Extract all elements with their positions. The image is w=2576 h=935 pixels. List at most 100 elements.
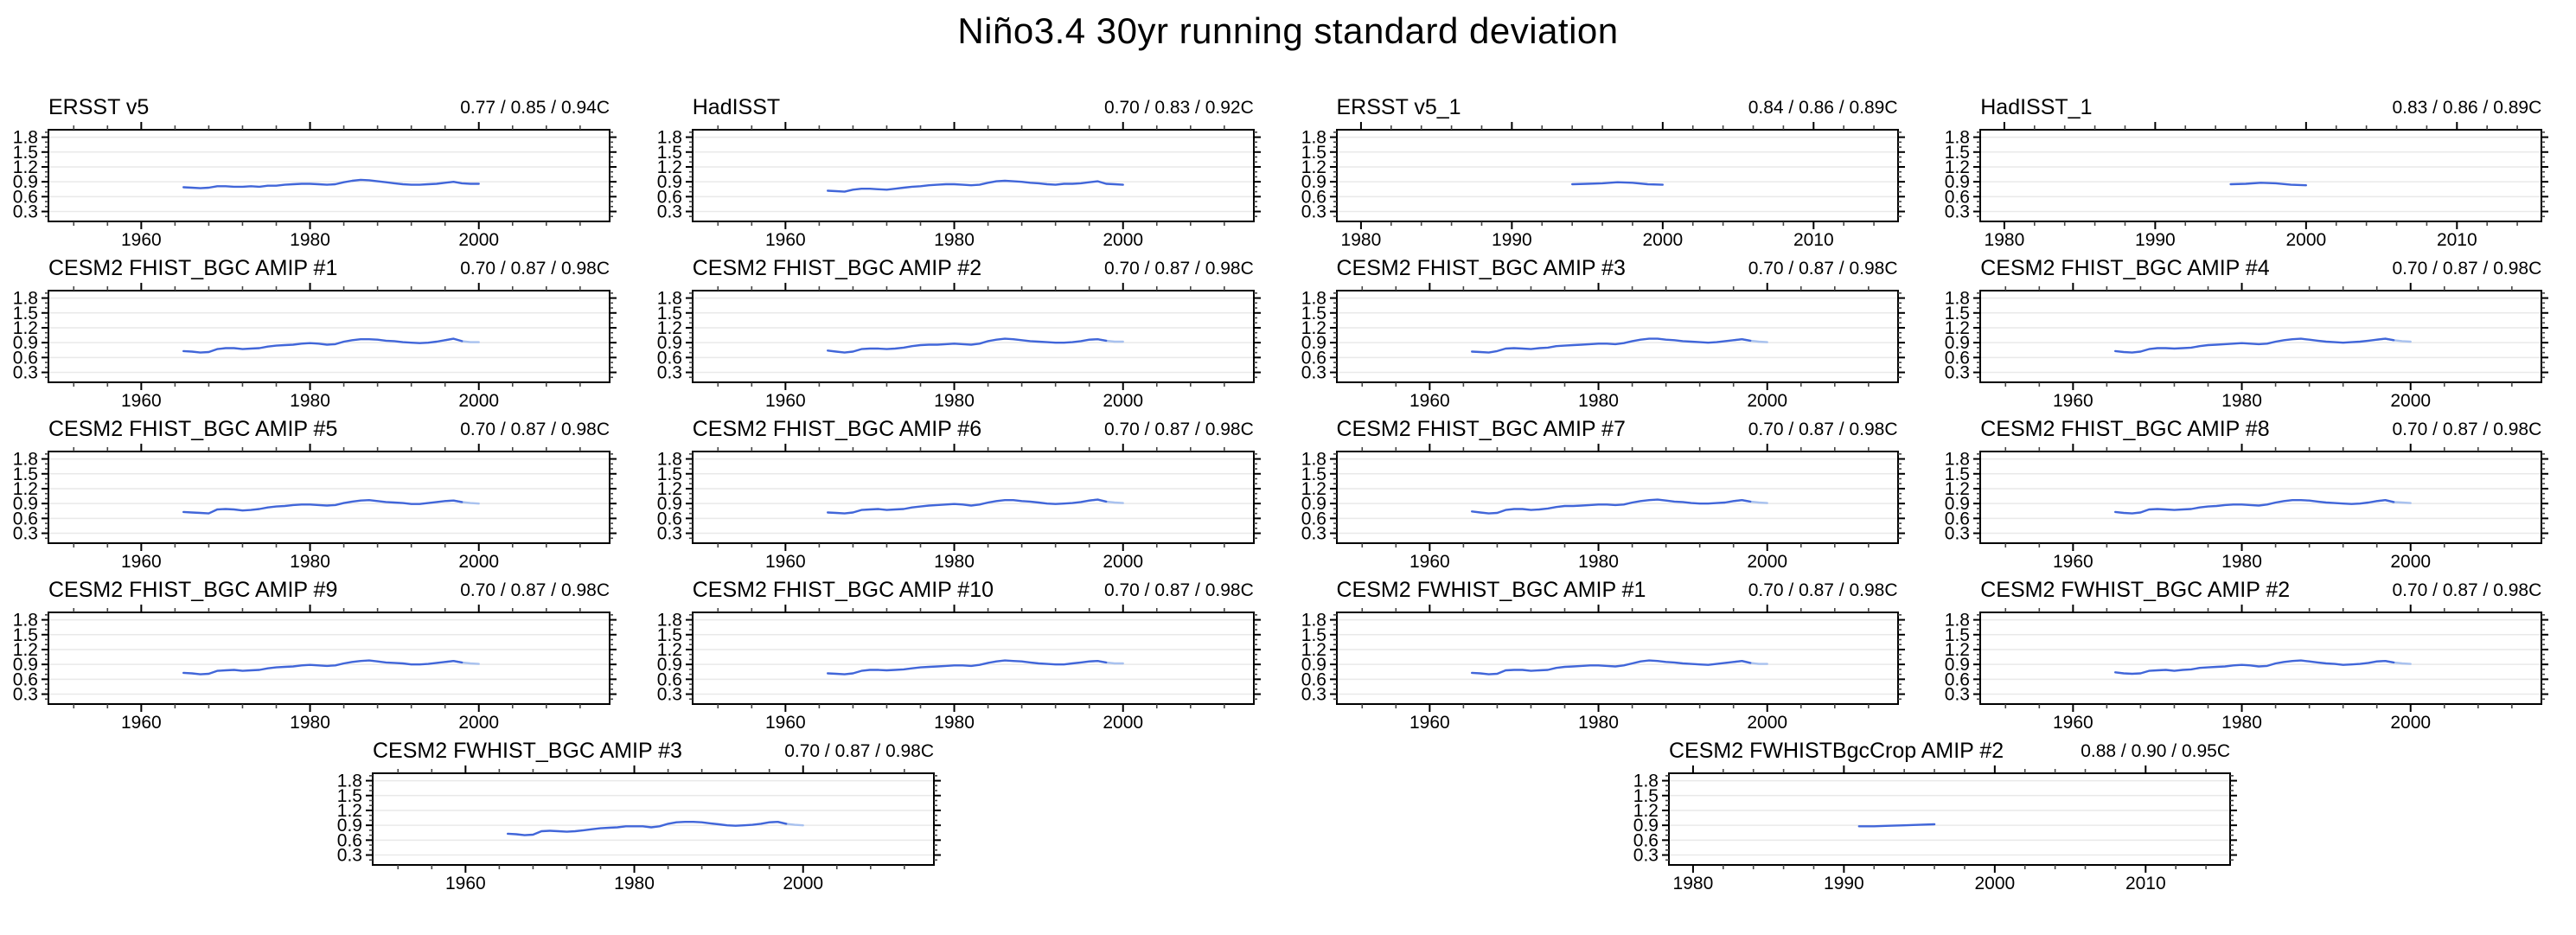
x-tick-label: 1960	[121, 391, 162, 411]
panel-title: CESM2 FHIST_BGC AMIP #3	[1336, 256, 1626, 280]
y-tick-label: 1.2	[13, 157, 38, 177]
y-tick-label: 0.6	[657, 509, 682, 528]
panel-header: CESM2 FHIST_BGC AMIP #4 0.70 / 0.87 / 0.…	[1932, 251, 2576, 282]
x-tick-label: 1980	[290, 552, 330, 572]
gridlines	[1980, 297, 2542, 374]
y-axis-ticks: 0.30.60.91.21.51.8	[1633, 772, 2237, 866]
panel-plot-canvas: 1960 1980 2000 0.30.60.91.21.51.8	[657, 444, 1261, 572]
y-tick-label: 0.9	[1301, 333, 1326, 353]
y-tick-label: 1.5	[657, 464, 682, 484]
x-tick-label: 1980	[2221, 552, 2262, 572]
x-tick-label: 1960	[765, 713, 806, 733]
gridlines	[1336, 297, 1898, 374]
y-tick-label: 1.5	[1301, 304, 1326, 323]
y-tick-label: 1.8	[657, 450, 682, 470]
y-tick-label: 0.3	[1301, 685, 1326, 705]
y-tick-label: 1.5	[13, 304, 38, 323]
y-tick-label: 0.3	[657, 202, 682, 222]
x-tick-label: 1960	[1409, 713, 1449, 733]
x-tick-label: 1960	[2053, 713, 2093, 733]
plot-box	[691, 451, 1255, 544]
y-tick-label: 0.3	[13, 202, 38, 222]
chart-panel-17: CESM2 FWHIST_BGC AMIP #3 0.70 / 0.87 / 0…	[324, 733, 968, 894]
plot-box	[1979, 129, 2543, 222]
y-tick-label: 0.6	[13, 669, 38, 689]
gridlines	[1336, 458, 1898, 535]
x-tick-label: 2000	[1974, 874, 2015, 893]
x-axis-ticks: 1960 1980 2000	[717, 605, 1225, 733]
panel-title: CESM2 FHIST_BGC AMIP #4	[1980, 256, 2270, 280]
panel-plot-canvas: 1960 1980 2000 0.30.60.91.21.51.8	[1301, 605, 1905, 733]
gridlines	[48, 458, 610, 535]
y-tick-label: 1.8	[13, 450, 38, 470]
series-line	[1570, 181, 1664, 186]
y-tick-label: 1.8	[1633, 772, 1659, 791]
gridlines	[1980, 136, 2542, 213]
x-tick-label: 1960	[765, 552, 806, 572]
series-line	[826, 498, 1108, 515]
chart-panel-1: ERSST v5 0.77 / 0.85 / 0.94C 1960 1980 200…	[0, 90, 644, 251]
panel-stats-min-mean-max: 0.88 / 0.90 / 0.95C	[2081, 741, 2230, 761]
y-tick-label: 1.2	[1633, 801, 1659, 821]
y-tick-label: 1.5	[657, 143, 682, 163]
gridlines	[692, 458, 1254, 535]
y-tick-label: 0.9	[1945, 494, 1970, 514]
y-tick-label: 0.6	[13, 509, 38, 528]
panel-title: CESM2 FHIST_BGC AMIP #7	[1336, 417, 1626, 441]
x-tick-label: 1960	[2053, 552, 2093, 572]
x-tick-label: 1980	[1985, 230, 2025, 250]
panel-header: CESM2 FHIST_BGC AMIP #7 0.70 / 0.87 / 0.…	[1288, 412, 1933, 443]
y-tick-label: 1.2	[13, 318, 38, 338]
x-tick-label: 1980	[934, 552, 975, 572]
x-tick-label: 1960	[121, 713, 162, 733]
y-tick-label: 1.5	[337, 786, 362, 806]
y-tick-label: 1.8	[13, 289, 38, 309]
x-tick-label: 1990	[2135, 230, 2176, 250]
x-tick-label: 1990	[1492, 230, 1532, 250]
x-tick-label: 1980	[1673, 874, 1714, 893]
panel-plot-canvas: 1960 1980 2000 0.30.60.91.21.51.8	[1945, 283, 2549, 411]
y-tick-label: 0.6	[1945, 509, 1970, 528]
y-tick-label: 1.2	[1301, 318, 1326, 338]
panel-title: CESM2 FWHIST_BGC AMIP #2	[1980, 578, 2291, 602]
y-tick-label: 1.8	[657, 289, 682, 309]
x-axis-ticks: 1960 1980 2000	[73, 444, 581, 572]
x-axis-ticks: 1960 1980 2000	[717, 122, 1225, 250]
y-axis-ticks: 0.30.60.91.21.51.8	[13, 289, 617, 383]
x-tick-label: 2000	[1642, 230, 1683, 250]
chart-panel-15: CESM2 FWHIST_BGC AMIP #1 0.70 / 0.87 / 0…	[1288, 573, 1933, 733]
x-axis-ticks: 1960 1980 2000	[2004, 444, 2513, 572]
series-lines	[1470, 337, 1768, 354]
panel-stats-min-mean-max: 0.70 / 0.87 / 0.98C	[2392, 419, 2542, 439]
y-tick-label: 1.5	[13, 625, 38, 645]
panel-plot-canvas: 1980 1990 2000 2010 0.30.60.91.21.51.8	[1945, 122, 2549, 250]
y-tick-label: 1.8	[1945, 450, 1970, 470]
x-tick-label: 2000	[458, 713, 499, 733]
y-tick-label: 1.5	[1301, 143, 1326, 163]
chart-panel-5: CESM2 FHIST_BGC AMIP #1 0.70 / 0.87 / 0.…	[0, 251, 644, 412]
y-tick-label: 0.6	[1945, 669, 1970, 689]
panel-stats-min-mean-max: 0.70 / 0.87 / 0.98C	[1748, 419, 1898, 439]
y-tick-label: 0.6	[13, 348, 38, 368]
chart-panel-4: HadISST_1 0.83 / 0.86 / 0.89C 1980 1990 20…	[1932, 90, 2576, 251]
y-tick-label: 1.5	[1945, 143, 1970, 163]
x-tick-label: 1980	[1578, 391, 1619, 411]
x-axis-ticks: 1960 1980 2000	[1360, 605, 1870, 733]
x-tick-label: 1980	[2221, 713, 2262, 733]
y-tick-label: 0.6	[337, 830, 362, 850]
y-tick-label: 0.9	[1945, 333, 1970, 353]
y-axis-ticks: 0.30.60.91.21.51.8	[1945, 289, 2549, 383]
panel-row-2: CESM2 FHIST_BGC AMIP #1 0.70 / 0.87 / 0.…	[0, 251, 2576, 412]
y-tick-label: 0.3	[1301, 524, 1326, 544]
series-line	[1470, 337, 1751, 354]
panel-title: CESM2 FWHISTBgcCrop AMIP #2	[1669, 739, 2004, 763]
y-tick-label: 0.6	[13, 187, 38, 207]
x-tick-label: 1980	[290, 713, 330, 733]
y-tick-label: 0.9	[13, 333, 38, 353]
y-tick-label: 0.6	[1301, 348, 1326, 368]
y-tick-label: 0.6	[1945, 348, 1970, 368]
panel-header: CESM2 FHIST_BGC AMIP #3 0.70 / 0.87 / 0.…	[1288, 251, 1933, 282]
plot-box	[48, 612, 610, 705]
x-tick-label: 2000	[1747, 391, 1787, 411]
x-tick-label: 2000	[783, 874, 823, 893]
